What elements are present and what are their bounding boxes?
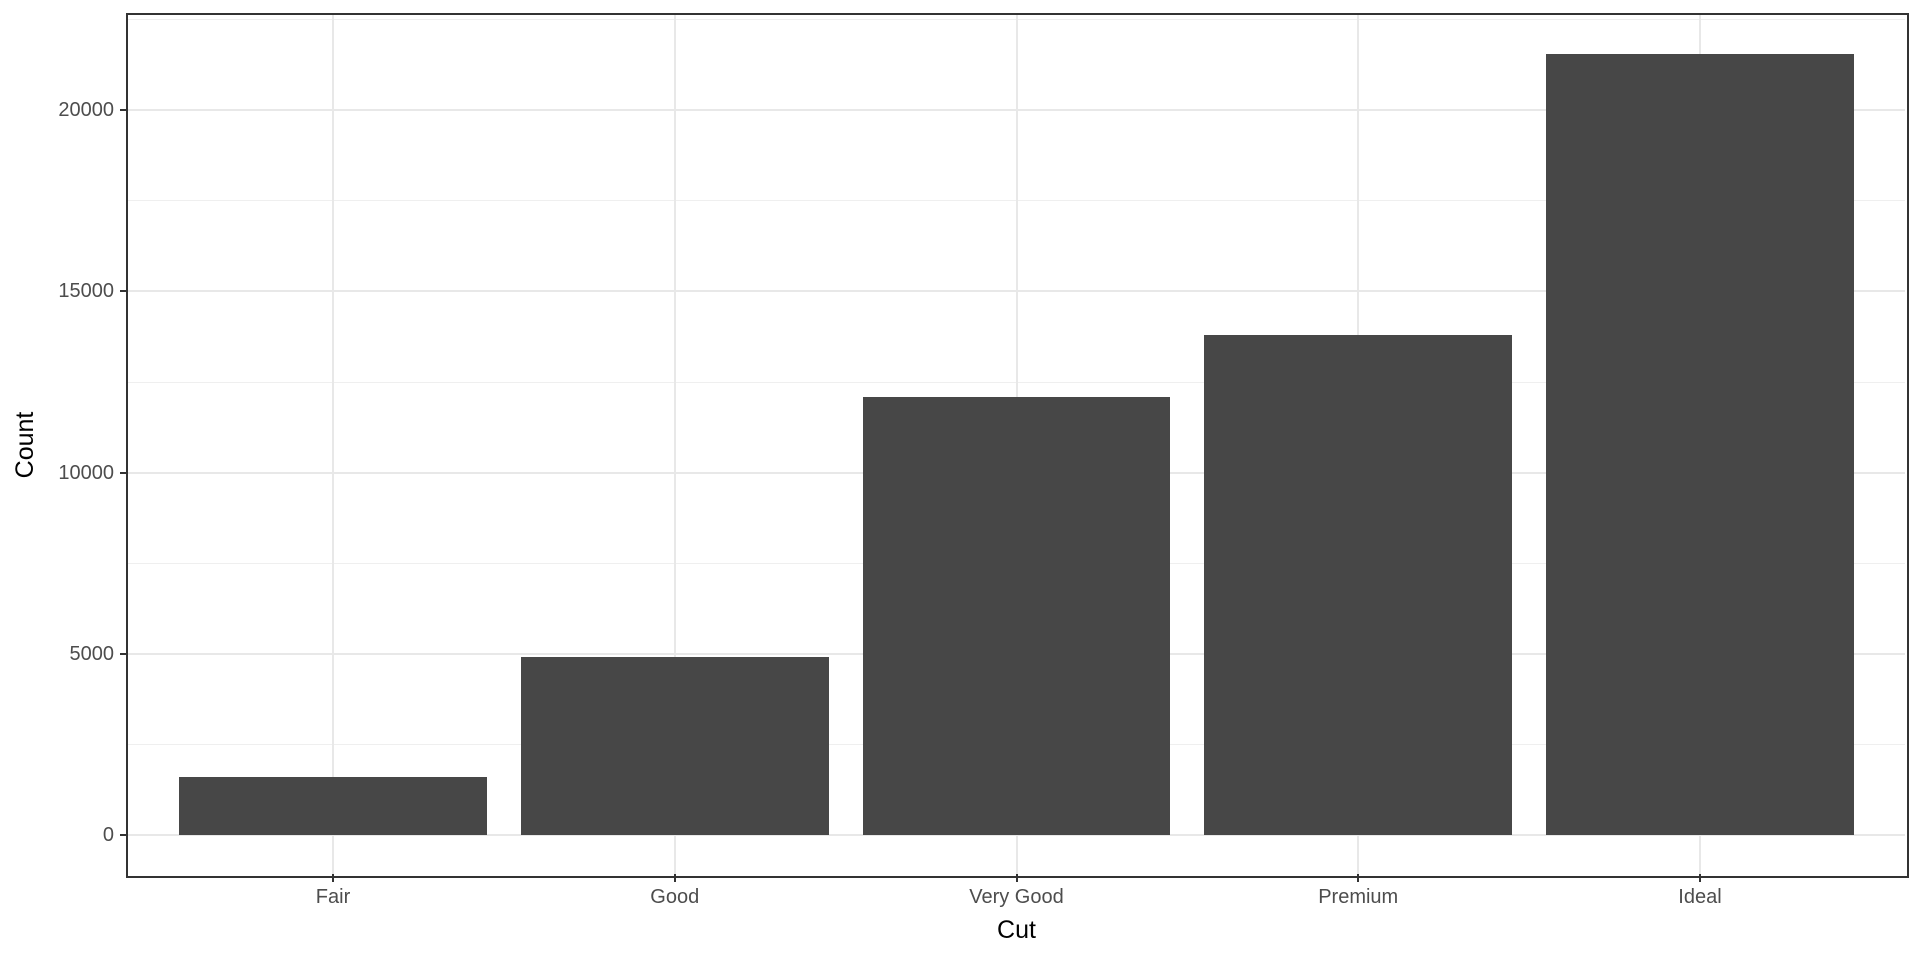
y-tick-label: 15000 bbox=[58, 280, 114, 303]
y-tick-label: 20000 bbox=[58, 99, 114, 122]
x-tick-mark bbox=[1357, 874, 1360, 882]
bar bbox=[1204, 335, 1512, 835]
y-tick-label: 10000 bbox=[58, 461, 114, 484]
x-tick-label: Good bbox=[650, 886, 700, 908]
y-tick-mark bbox=[120, 290, 128, 293]
y-tick-mark bbox=[120, 833, 128, 836]
x-tick-mark bbox=[1015, 874, 1018, 882]
bar bbox=[520, 657, 829, 835]
x-tick-mark bbox=[332, 874, 335, 882]
x-axis-title: Cut bbox=[997, 916, 1036, 944]
grid-vertical-line bbox=[332, 15, 335, 874]
x-tick-label: Premium bbox=[1318, 886, 1399, 908]
y-tick-mark bbox=[120, 471, 128, 474]
x-tick-mark bbox=[673, 874, 676, 882]
grid-vertical-line bbox=[673, 15, 676, 874]
x-tick-label: Very Good bbox=[969, 886, 1064, 908]
x-tick-label: Fair bbox=[315, 886, 351, 908]
x-tick-label: Ideal bbox=[1678, 886, 1722, 908]
y-tick-label: 5000 bbox=[69, 642, 115, 665]
y-axis-title: Count bbox=[11, 411, 39, 478]
bar bbox=[179, 776, 487, 835]
y-tick-label: 0 bbox=[102, 823, 114, 846]
y-tick-mark bbox=[120, 652, 128, 655]
bar bbox=[1546, 54, 1854, 835]
plot-panel bbox=[128, 15, 1905, 874]
bar bbox=[862, 397, 1171, 835]
x-tick-mark bbox=[1698, 874, 1701, 882]
y-tick-mark bbox=[120, 109, 128, 112]
